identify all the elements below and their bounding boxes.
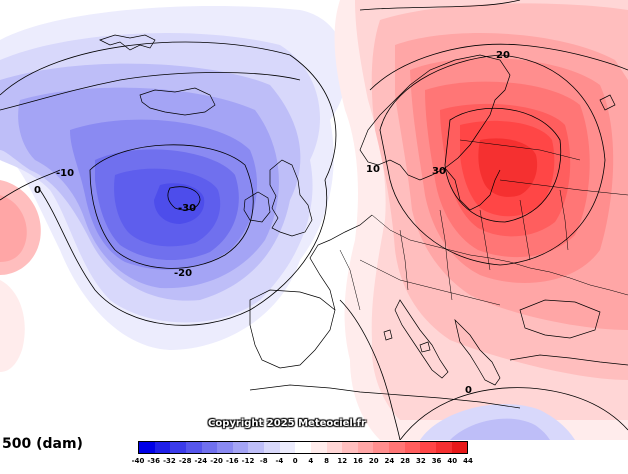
contour-label: 0 [465, 385, 472, 396]
anomaly-map: 20 10 30 -10 0 -30 -20 0 [0, 0, 628, 440]
left-positive-anomaly [0, 180, 41, 372]
legend-swatch [451, 442, 468, 453]
legend-label: -28 [178, 457, 192, 465]
contour-label: 0 [34, 185, 41, 196]
contour-labels: 20 10 30 -10 0 -30 -20 0 [34, 50, 510, 396]
negative-anomaly-field [0, 5, 347, 351]
legend-labels: -40 -36 -32 -28 -24 -20 -16 -12 -8 -4 0 4 8 12 16 20 24 2… [132, 457, 473, 469]
legend-label: 16 [353, 457, 363, 465]
legend-label: -12 [241, 457, 255, 465]
positive-anomaly-field [334, 0, 628, 440]
contour-label: 30 [432, 166, 446, 177]
contour-label: 20 [496, 50, 510, 61]
legend-label: 20 [368, 457, 379, 465]
legend-swatch [404, 442, 421, 453]
legend-label: 28 [400, 457, 411, 465]
legend-swatch [185, 442, 202, 453]
legend-swatch [435, 442, 452, 453]
bottom-negative-anomaly [420, 404, 575, 440]
legend-swatch [420, 442, 436, 453]
legend-swatch [295, 442, 311, 453]
copyright-text: Copyright 2025 Meteociel.fr [208, 418, 366, 429]
legend-label: 40 [447, 457, 458, 465]
legend-swatch [342, 442, 358, 453]
legend-label: -24 [194, 457, 208, 465]
legend-label: 8 [324, 457, 329, 465]
contour-label: -30 [178, 203, 196, 214]
contour-label: -10 [56, 168, 74, 179]
legend-label: -20 [210, 457, 223, 465]
country-borders [339, 139, 628, 311]
legend-swatch [279, 442, 296, 453]
legend-swatch [154, 442, 171, 453]
legend-label: 12 [337, 457, 348, 465]
legend-swatch [310, 442, 327, 453]
legend-swatch [170, 442, 186, 453]
legend-label: -4 [275, 457, 284, 465]
legend-swatch [264, 442, 280, 453]
legend-label: -36 [147, 457, 161, 465]
legend-swatch [357, 442, 374, 453]
legend-label: 44 [463, 457, 473, 465]
legend-swatch [326, 442, 343, 453]
legend-swatch [217, 442, 233, 453]
legend-label: 0 [292, 457, 298, 465]
legend-label: 32 [415, 457, 426, 465]
legend-label: 24 [384, 457, 395, 465]
legend-label: 36 [431, 457, 442, 465]
legend-swatch [139, 442, 155, 453]
legend-label: -8 [259, 457, 268, 465]
legend-swatch [389, 442, 405, 453]
legend-label: 4 [308, 457, 314, 465]
contour-label: 10 [366, 164, 380, 175]
map-title: 500 (dam) [2, 436, 83, 452]
legend-label: -32 [163, 457, 176, 465]
legend-swatch [201, 442, 218, 453]
legend-color-bar [138, 441, 468, 454]
legend-swatch [373, 442, 389, 453]
coastlines [99, 34, 628, 409]
legend-label: -16 [225, 457, 239, 465]
color-legend: -40 -36 -32 -28 -24 -20 -16 -12 -8 -4 0 4 8 12 16 20 24 2… [132, 441, 473, 469]
geopotential-contours [0, 0, 628, 440]
legend-swatch [248, 442, 264, 453]
contour-label: -20 [174, 268, 192, 279]
legend-label: -40 [131, 457, 145, 465]
legend-swatch [232, 442, 249, 453]
